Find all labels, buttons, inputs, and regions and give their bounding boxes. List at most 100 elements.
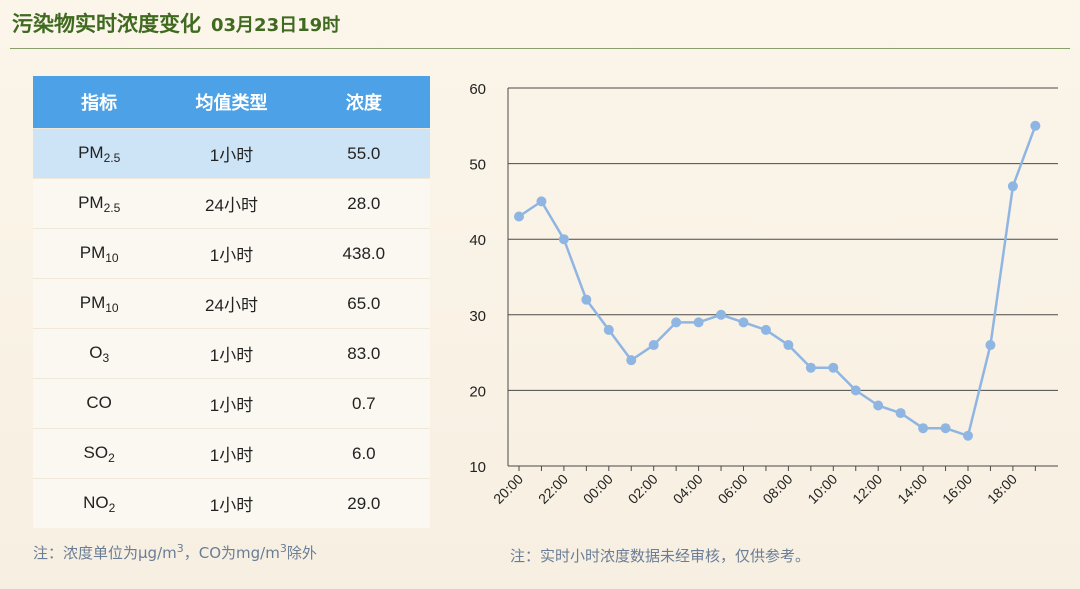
concentration-cell: 65.0 (297, 278, 430, 329)
page-title: 污染物实时浓度变化 (12, 12, 201, 36)
pollutant-table: 指标 均值类型 浓度 PM2.5 1小时 55.0 PM2.5 24小时 28.0 PM10… (33, 76, 430, 528)
data-point (693, 317, 704, 328)
indicator-cell: O3 (33, 328, 166, 379)
indicator-name: PM (78, 142, 104, 162)
concentration-cell: 0.7 (297, 378, 430, 429)
table-row[interactable]: NO2 1小时 29.0 (33, 478, 430, 528)
indicator-name: PM (78, 192, 104, 212)
unit-note-a: 注：浓度单位为μg/m (33, 544, 177, 562)
x-tick-label: 04:00 (670, 471, 706, 507)
concentration-cell: 438.0 (297, 228, 430, 279)
data-point (940, 423, 951, 434)
data-point (581, 294, 592, 305)
table-row[interactable]: PM2.5 1小时 55.0 (33, 128, 430, 179)
table-row[interactable]: PM10 1小时 438.0 (33, 228, 430, 279)
indicator-name: NO (83, 492, 109, 512)
x-tick-label: 22:00 (535, 471, 571, 507)
unit-note-c: 除外 (286, 544, 317, 562)
concentration-cell: 83.0 (297, 328, 430, 379)
indicator-cell: PM2.5 (33, 128, 166, 179)
table-row[interactable]: CO 1小时 0.7 (33, 378, 430, 429)
data-point (828, 362, 839, 373)
indicator-subscript: 2 (108, 450, 115, 465)
x-tick-label: 02:00 (625, 471, 661, 507)
data-point (805, 362, 816, 373)
indicator-cell: NO2 (33, 478, 166, 528)
indicator-subscript: 2.5 (103, 150, 121, 165)
x-tick-label: 12:00 (849, 471, 885, 507)
x-tick-label: 18:00 (984, 471, 1020, 507)
indicator-name: CO (86, 392, 112, 412)
indicator-name: PM (79, 292, 106, 312)
table-row[interactable]: O3 1小时 83.0 (33, 328, 430, 379)
data-point (760, 324, 771, 335)
indicator-cell: PM10 (33, 278, 166, 329)
avg-type-cell: 1小时 (165, 328, 298, 379)
data-point (918, 423, 929, 434)
x-tick-label: 14:00 (894, 471, 930, 507)
x-tick-label: 00:00 (580, 471, 616, 507)
avg-type-cell: 1小时 (165, 378, 298, 429)
data-point (873, 400, 884, 411)
concentration-cell: 55.0 (297, 128, 430, 179)
avg-type-cell: 1小时 (165, 228, 298, 279)
indicator-cell: CO (33, 378, 166, 429)
y-tick-label: 30 (469, 308, 486, 325)
data-point (558, 234, 569, 245)
data-point (783, 340, 794, 351)
indicator-subscript: 3 (102, 350, 110, 365)
data-point (738, 317, 749, 328)
indicator-name: SO (83, 442, 109, 462)
data-point (671, 317, 682, 328)
concentration-cell: 6.0 (297, 428, 430, 479)
data-disclaimer: 注：实时小时浓度数据未经审核，仅供参考。 (510, 547, 811, 565)
table-row[interactable]: PM10 24小时 65.0 (33, 278, 430, 329)
indicator-subscript: 10 (105, 250, 119, 265)
indicator-subscript: 2 (108, 500, 116, 515)
indicator-subscript: 10 (105, 300, 119, 315)
data-point (648, 340, 659, 351)
indicator-name: PM (79, 242, 106, 262)
indicator-cell: SO2 (33, 428, 166, 479)
series-line (518, 125, 1037, 438)
col-header-concentration: 浓度 (297, 76, 430, 129)
table-row[interactable]: PM2.5 24小时 28.0 (33, 178, 430, 229)
unit-note: 注：浓度单位为μg/m3，CO为mg/m3除外 (33, 542, 317, 563)
concentration-cell: 29.0 (297, 478, 430, 528)
data-point (536, 196, 547, 207)
indicator-cell: PM2.5 (33, 178, 166, 229)
data-point (603, 324, 614, 335)
x-tick-label: 20:00 (490, 471, 526, 507)
avg-type-cell: 24小时 (165, 178, 298, 229)
unit-note-sup1: 3 (176, 542, 184, 555)
data-point (985, 340, 996, 351)
y-tick-label: 10 (469, 459, 486, 476)
x-tick-label: 10:00 (804, 471, 840, 507)
col-header-indicator: 指标 (33, 76, 166, 129)
table-header-row: 指标 均值类型 浓度 (33, 76, 430, 129)
indicator-name: O (89, 342, 103, 362)
avg-type-cell: 1小时 (165, 478, 298, 528)
x-tick-label: 06:00 (715, 471, 751, 507)
indicator-subscript: 2.5 (103, 200, 121, 215)
header: 污染物实时浓度变化 03月23日19时 (12, 8, 340, 40)
data-point (850, 385, 861, 396)
x-tick-label: 16:00 (939, 471, 975, 507)
y-tick-label: 20 (469, 383, 486, 400)
y-tick-label: 60 (469, 81, 486, 98)
unit-note-sup2: 3 (279, 542, 287, 555)
avg-type-cell: 1小时 (165, 128, 298, 179)
data-point (514, 211, 524, 222)
data-point (1007, 181, 1018, 192)
table-body: PM2.5 1小时 55.0 PM2.5 24小时 28.0 PM10 1小时 438.0 PM1… (33, 128, 430, 528)
data-point (716, 309, 727, 320)
y-tick-label: 50 (469, 157, 486, 174)
data-point (963, 430, 973, 441)
data-point (895, 408, 906, 419)
table-row[interactable]: SO2 1小时 6.0 (33, 428, 430, 479)
data-point (1030, 120, 1041, 131)
y-tick-label: 40 (469, 232, 486, 249)
update-time: 03月23日19时 (211, 15, 341, 36)
unit-note-b: ，CO为mg/m (183, 544, 280, 562)
